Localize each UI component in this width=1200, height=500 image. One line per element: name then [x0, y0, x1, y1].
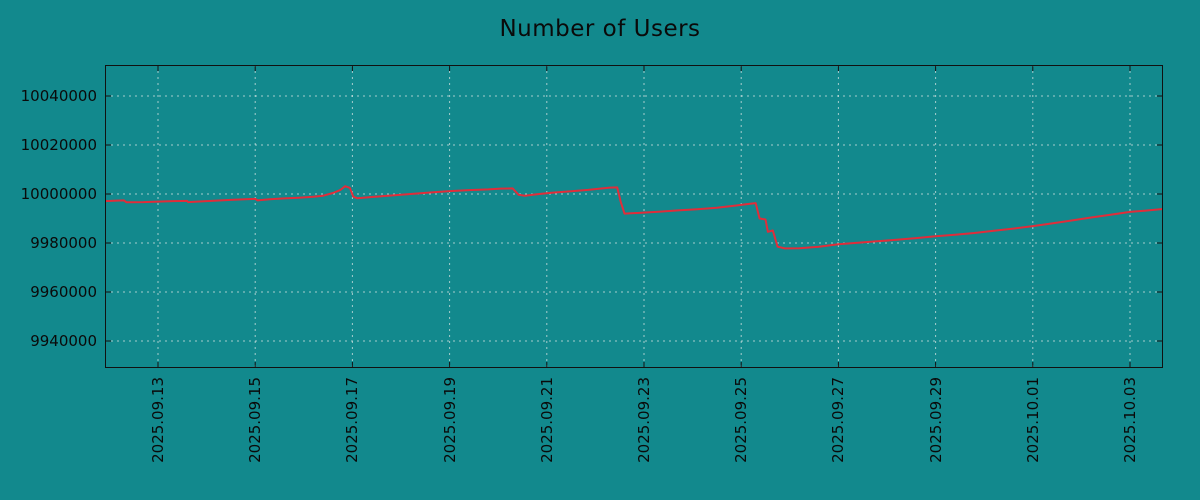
x-tick-label: 2025.10.01 [1023, 377, 1042, 463]
y-tick-label: 10000000 [20, 185, 97, 204]
chart-title: Number of Users [499, 16, 701, 42]
x-tick-label: 2025.09.19 [440, 377, 459, 463]
x-tick-label: 2025.09.25 [732, 377, 751, 463]
x-tick-label: 2025.09.27 [829, 377, 848, 463]
x-tick-label: 2025.09.21 [537, 377, 556, 463]
x-tick-label: 2025.09.17 [343, 377, 362, 463]
y-tick-label: 10040000 [20, 86, 97, 105]
x-tick-label: 2025.09.23 [634, 377, 653, 463]
x-tick-label: 2025.10.03 [1120, 377, 1139, 463]
x-tick-label: 2025.09.15 [246, 377, 265, 463]
x-tick-label: 2025.09.13 [148, 377, 167, 463]
y-tick-label: 9940000 [30, 332, 97, 351]
y-tick-label: 9980000 [30, 234, 97, 253]
y-tick-label: 10020000 [20, 136, 97, 154]
series-line [105, 185, 1163, 250]
y-tick-label: 9960000 [30, 283, 97, 302]
x-tick-label: 2025.09.29 [926, 377, 945, 463]
plot-canvas [105, 65, 1163, 368]
plot-area [105, 65, 1163, 368]
plot-border [105, 65, 1163, 368]
